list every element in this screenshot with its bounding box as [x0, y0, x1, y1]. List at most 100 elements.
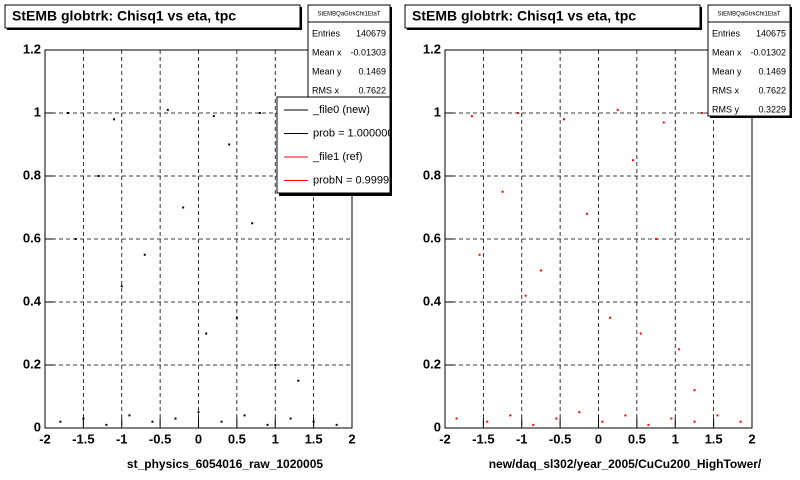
legend-label: _file0 (new)	[312, 104, 370, 116]
point	[693, 420, 696, 423]
stats-value: 0.7622	[758, 85, 786, 95]
stats-value: 140679	[356, 28, 386, 38]
y-tick-label: 0.2	[23, 356, 41, 371]
point	[655, 238, 658, 240]
y-tick-label: 1	[34, 104, 41, 119]
point	[174, 417, 177, 420]
point	[609, 316, 612, 319]
stats-title: StEMBQaGtrkChi1EtaT	[717, 12, 780, 18]
y-tick-label: 0.8	[23, 167, 41, 182]
point	[585, 212, 588, 215]
y-tick-label: 0.6	[423, 230, 441, 245]
point	[243, 414, 246, 417]
stats-box	[307, 4, 391, 98]
point	[616, 108, 619, 111]
legend-box	[276, 96, 391, 194]
x-axis-label: new/daq_sl302/year_2005/CuCu200_HighTowe…	[489, 457, 762, 471]
legend-label: _file1 (ref)	[312, 151, 363, 163]
legend-label: probN = 0.99998	[313, 174, 395, 186]
point	[693, 389, 696, 392]
stats-name: RMS x	[312, 85, 340, 95]
point	[220, 420, 223, 423]
title: StEMB globtrk: Chisq1 vs eta, tpc	[12, 8, 236, 24]
x-tick-label: -2	[39, 431, 51, 446]
point	[235, 316, 238, 319]
point	[128, 414, 131, 417]
point	[182, 206, 185, 209]
point	[670, 417, 673, 420]
y-tick-label: 0.4	[23, 293, 42, 308]
y-tick-label: 0.4	[423, 293, 442, 308]
x-tick-label: 2	[748, 431, 755, 446]
point	[478, 253, 481, 256]
point	[516, 112, 519, 114]
stats-name: Entries	[312, 28, 341, 38]
point	[266, 423, 269, 426]
stats-name: RMS y	[712, 104, 740, 114]
point	[166, 108, 169, 111]
point	[251, 222, 254, 225]
x-tick-label: 2	[348, 431, 355, 446]
stats-name: Mean x	[312, 47, 342, 57]
point	[601, 420, 604, 423]
x-tick-label: -2	[439, 431, 451, 446]
point	[113, 118, 116, 121]
point	[562, 118, 565, 121]
stats-name: Entries	[712, 28, 741, 38]
y-tick-label: 0.6	[23, 230, 41, 245]
y-tick-label: 1.2	[423, 41, 441, 56]
point	[624, 414, 627, 417]
point	[555, 417, 558, 420]
point	[105, 423, 108, 426]
point	[205, 332, 208, 335]
x-tick-label: -1.5	[472, 431, 494, 446]
point	[509, 414, 512, 417]
x-tick-label: -1	[516, 431, 528, 446]
point	[647, 423, 650, 426]
point	[258, 112, 261, 114]
point	[197, 411, 200, 414]
x-tick-label: 0	[195, 431, 202, 446]
point	[639, 332, 642, 335]
title-box	[4, 4, 301, 29]
y-tick-label: 0	[434, 419, 441, 434]
point	[74, 238, 77, 240]
point	[455, 417, 458, 420]
stats-value: 0.3229	[758, 104, 786, 114]
point	[678, 348, 681, 351]
stats-name: Mean x	[712, 47, 742, 57]
stats-value: 0.1469	[758, 66, 786, 76]
stats-title: StEMBQaGtrkChi1EtaT	[317, 12, 380, 18]
y-tick-label: 0.8	[423, 167, 441, 182]
stats-name: RMS x	[712, 85, 740, 95]
title: StEMB globtrk: Chisq1 vs eta, tpc	[412, 8, 636, 24]
y-tick-label: 0	[34, 419, 41, 434]
y-tick-label: 1.2	[23, 41, 41, 56]
y-tick-label: 0.2	[423, 356, 441, 371]
point	[67, 112, 70, 114]
point	[486, 420, 489, 423]
x-tick-label: 0.5	[228, 431, 246, 446]
x-tick-label: -0.5	[549, 431, 571, 446]
x-tick-label: 1.5	[305, 431, 323, 446]
legend-label: prob = 1.000000	[313, 127, 393, 139]
x-axis-label: st_physics_6054016_raw_1020005	[127, 457, 323, 471]
point	[59, 420, 62, 423]
point	[501, 190, 504, 193]
point	[716, 414, 719, 417]
point	[274, 364, 277, 366]
point	[335, 423, 338, 426]
y-tick-label: 1	[434, 104, 441, 119]
point	[143, 253, 146, 256]
x-tick-label: -1	[116, 431, 128, 446]
point	[228, 143, 231, 146]
point	[701, 112, 704, 114]
point	[297, 379, 300, 382]
point	[97, 175, 100, 177]
x-tick-label: -1.5	[72, 431, 94, 446]
point	[632, 159, 635, 162]
stats-name: Mean y	[312, 66, 342, 76]
point	[739, 420, 742, 423]
point	[662, 121, 665, 124]
